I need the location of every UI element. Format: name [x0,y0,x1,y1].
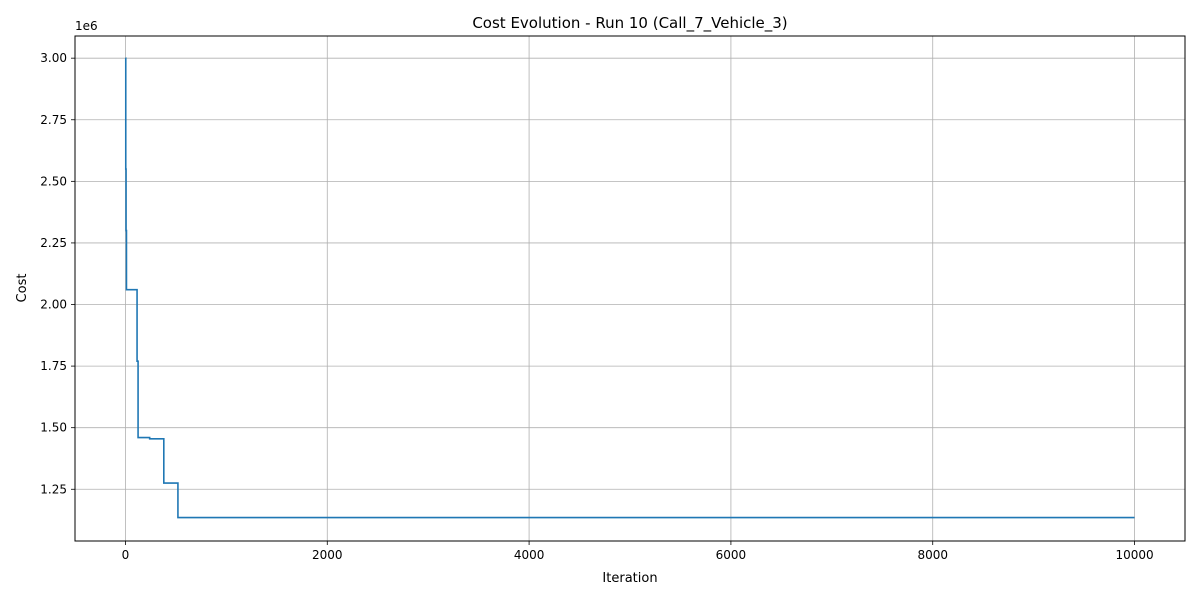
x-tick-label: 10000 [1115,548,1153,562]
y-offset-label: 1e6 [75,19,98,33]
y-tick-label: 2.25 [40,236,67,250]
y-tick-label: 1.50 [40,421,67,435]
x-tick-label: 6000 [716,548,747,562]
x-tick-label: 4000 [514,548,545,562]
y-tick-label: 1.25 [40,482,67,496]
x-axis-ticks: 0 2000 4000 6000 8000 10000 [122,541,1154,562]
y-axis-label: Cost [15,274,30,303]
y-tick-label: 2.75 [40,113,67,127]
y-tick-label: 2.50 [40,174,67,188]
y-axis-ticks: 1.25 1.50 1.75 2.00 2.25 2.50 2.75 3.00 [40,51,75,496]
x-axis-label: Iteration [602,571,657,586]
x-tick-label: 2000 [312,548,343,562]
y-tick-label: 2.00 [40,298,67,312]
x-tick-label: 0 [122,548,130,562]
grid [75,36,1185,541]
y-tick-label: 1.75 [40,359,67,373]
x-tick-label: 8000 [917,548,948,562]
series-layer [124,57,1135,519]
y-tick-label: 3.00 [40,51,67,65]
chart-title: Cost Evolution - Run 10 (Call_7_Vehicle_… [472,14,787,33]
plot-frame [74,35,1186,542]
cost-series-line [124,57,1135,519]
